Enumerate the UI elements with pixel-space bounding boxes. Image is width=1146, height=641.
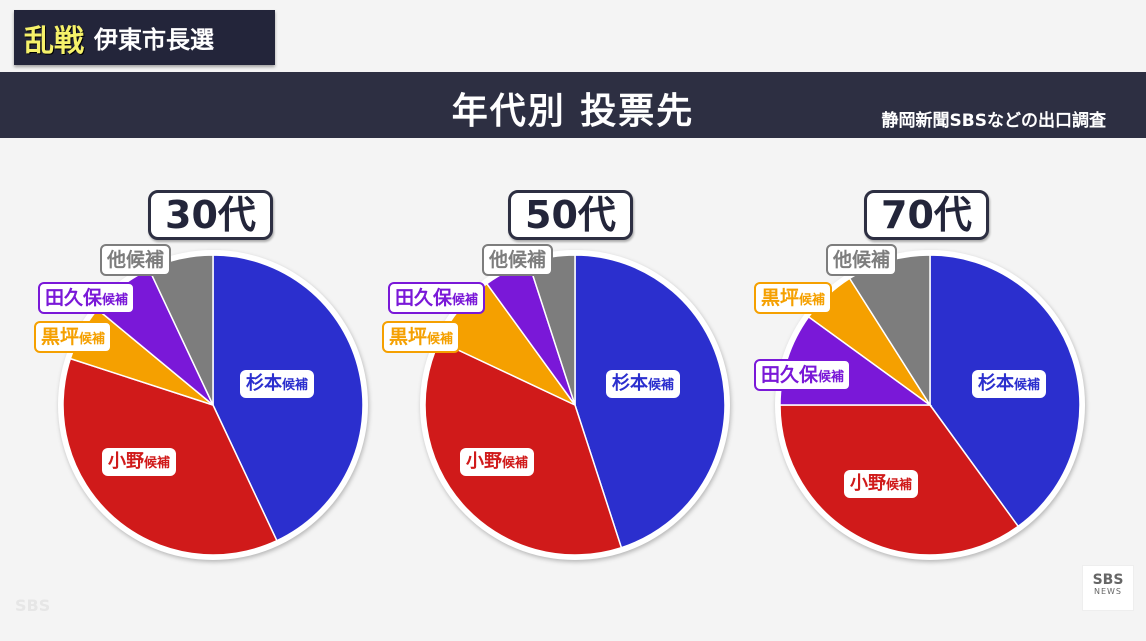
label-takubo: 田久保候補 — [388, 282, 486, 314]
label-kurotsubo: 黒坪候補 — [382, 321, 461, 353]
label-takubo: 田久保候補 — [38, 282, 136, 314]
headline-badge: 乱戦 伊東市長選 — [14, 10, 275, 65]
label-other: 他候補 — [482, 244, 554, 276]
label-other: 他候補 — [826, 244, 898, 276]
label-ono: 小野候補 — [460, 448, 535, 476]
age-label: 30代 — [148, 190, 273, 240]
sbs-watermark: SBS — [15, 596, 51, 615]
logo-top: SBS — [1092, 572, 1124, 588]
label-ono: 小野候補 — [844, 470, 919, 498]
label-takubo: 田久保候補 — [754, 359, 852, 391]
label-ono: 小野候補 — [102, 448, 177, 476]
age-label: 70代 — [864, 190, 989, 240]
page-title: 年代別 投票先 — [451, 91, 695, 132]
label-other: 他候補 — [100, 244, 172, 276]
pie-panel-50s: 50代 他候補 田久保候補 黒坪候補 杉本候補 小野候補 — [382, 190, 740, 570]
badge-text: 伊東市長選 — [94, 26, 214, 54]
source-note: 静岡新聞SBSなどの出口調査 — [881, 111, 1106, 131]
label-sugimoto: 杉本候補 — [606, 370, 681, 398]
pie-slice — [574, 254, 726, 549]
title-bar: 年代別 投票先 静岡新聞SBSなどの出口調査 — [0, 72, 1146, 138]
age-label: 50代 — [508, 190, 633, 240]
badge-highlight: 乱戦 — [24, 23, 84, 59]
label-sugimoto: 杉本候補 — [972, 370, 1047, 398]
logo-bottom: NEWS — [1093, 587, 1123, 596]
label-kurotsubo: 黒坪候補 — [34, 321, 113, 353]
sbs-news-logo: SBS NEWS — [1082, 565, 1134, 611]
pie-panel-70s: 70代 他候補 黒坪候補 田久保候補 杉本候補 小野候補 — [754, 190, 1100, 570]
pie-panel-30s: 30代 他候補 田久保候補 黒坪候補 杉本候補 小野候補 — [34, 190, 380, 570]
label-sugimoto: 杉本候補 — [240, 370, 315, 398]
label-kurotsubo: 黒坪候補 — [754, 282, 833, 314]
